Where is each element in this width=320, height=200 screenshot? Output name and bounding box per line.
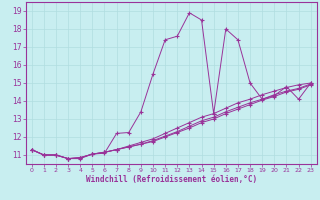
X-axis label: Windchill (Refroidissement éolien,°C): Windchill (Refroidissement éolien,°C): [86, 175, 257, 184]
